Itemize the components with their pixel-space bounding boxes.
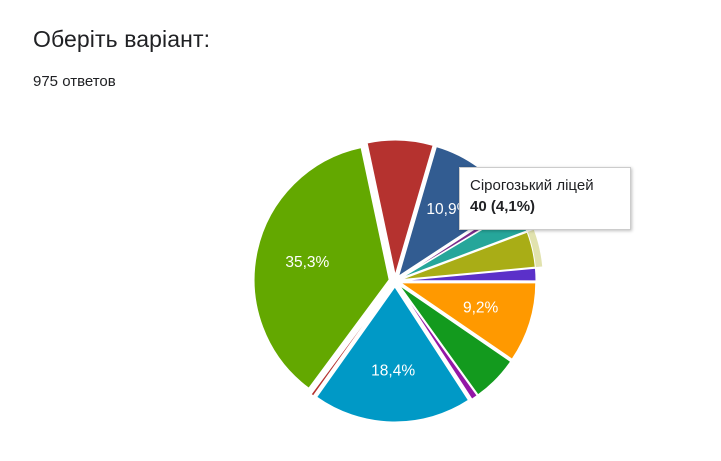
pie-slice-6[interactable] xyxy=(400,267,537,282)
pie-slice-1[interactable] xyxy=(366,139,434,276)
slice-tooltip: Сірогозький ліцей 40 (4,1%) xyxy=(459,167,631,230)
pie-slice-11[interactable] xyxy=(310,285,392,397)
pie-slice-highlight-ring xyxy=(527,229,543,268)
slice-percent-label: 18,4% xyxy=(371,363,415,380)
pie-slice-12[interactable] xyxy=(253,147,390,389)
pie-slice-10[interactable] xyxy=(315,286,470,423)
pie-slice-7[interactable] xyxy=(399,282,537,360)
response-count: 975 ответов xyxy=(33,73,116,90)
tooltip-slice-name: Сірогозький ліцей xyxy=(470,177,594,194)
pie-slice-9[interactable] xyxy=(397,285,478,400)
pie-slice-8[interactable] xyxy=(398,284,512,396)
tooltip-slice-value: 40 (4,1%) xyxy=(470,198,536,215)
question-title: Оберіть варіант: xyxy=(33,26,211,52)
slice-percent-label: 9,2% xyxy=(463,300,499,317)
pie-slice-5[interactable] xyxy=(400,231,536,281)
slice-percent-label: 35,3% xyxy=(285,254,329,271)
